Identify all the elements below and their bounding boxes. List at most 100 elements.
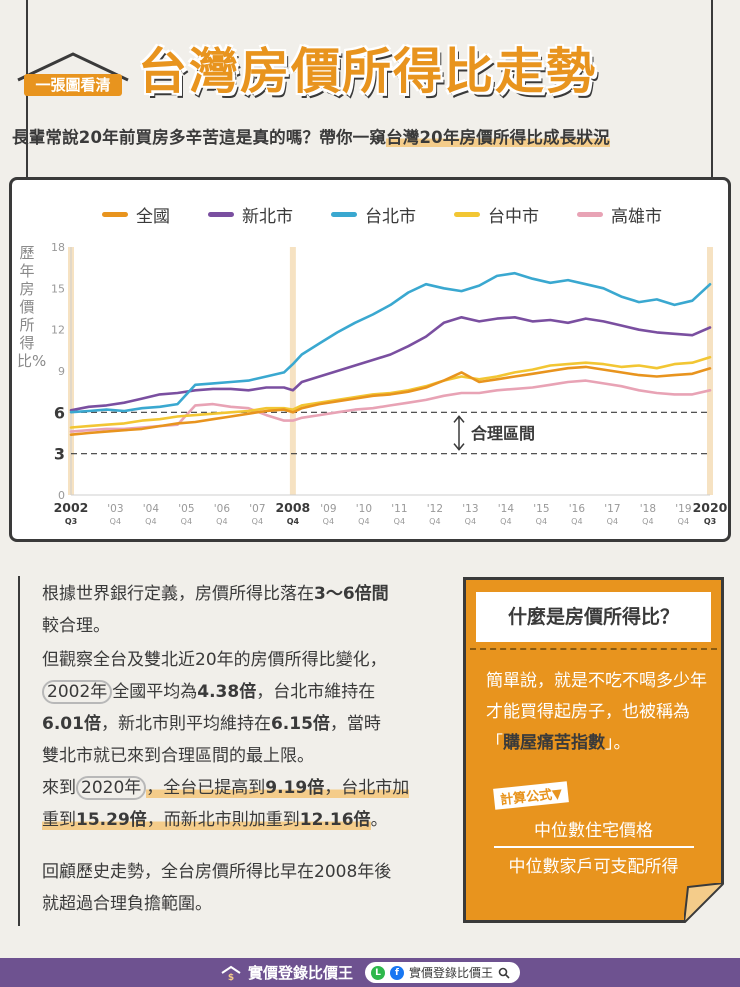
p3-c: 重到 — [42, 810, 76, 830]
y-tick-12: 12 — [51, 324, 65, 337]
footer-brand[interactable]: $ 實價登錄比價王 — [220, 962, 353, 983]
legend-item-3: 台中市 — [454, 202, 539, 227]
footer-bar: $ 實價登錄比價王 L f 實價登錄比價王 — [0, 958, 740, 987]
house-badge: 一張圖看清 — [14, 50, 132, 102]
x-tick-label-18: 2020 — [693, 500, 728, 515]
search-icon — [498, 967, 510, 979]
p3-value-taipei: 15.29倍 — [76, 810, 147, 830]
subtitle-prefix: 長輩常說20年前買房多辛苦這是真的嗎？帶你一窺 — [12, 128, 387, 147]
formula-denominator: 中位數家戶可支配所得 — [508, 857, 679, 877]
x-tick-quarter-2: Q4 — [145, 517, 156, 526]
svg-text:$: $ — [228, 973, 234, 981]
y-tick-6: 6 — [54, 403, 65, 422]
series-line-2 — [69, 271, 712, 414]
x-tick-quarter-14: Q4 — [571, 517, 582, 526]
y-tick-18: 18 — [51, 241, 65, 254]
x-tick-label-16: '18 — [640, 503, 656, 515]
definition-text-a: 簡單說，就是不吃不喝多少年才能買得起房子，也被稱為「 — [486, 671, 707, 753]
legend-item-1: 新北市 — [208, 202, 293, 227]
x-tick-label-11: '13 — [462, 503, 478, 515]
x-tick-label-17: '19 — [675, 503, 691, 515]
x-tick-quarter-9: Q4 — [394, 517, 405, 526]
series-line-1 — [69, 316, 712, 412]
line-chart: 0 3 6 9 12 15 18 2002 Q3 '03 Q4 '04 Q4 '05 Q4 '06 Q4 '07 Q… — [51, 241, 728, 526]
p2-line4: 雙北市就已來到合理區間的最上限。 — [42, 746, 314, 766]
legend-item-0: 全國 — [102, 202, 170, 227]
legend-label-4: 高雄市 — [611, 207, 662, 227]
formula-fraction-line — [494, 846, 694, 848]
legend-label-0: 全國 — [136, 207, 170, 227]
x-tick-quarter-15: Q4 — [607, 517, 618, 526]
legend-swatch-4 — [577, 212, 603, 217]
x-tick-quarter-11: Q4 — [465, 517, 476, 526]
facebook-icon: f — [390, 965, 404, 980]
x-tick-label-9: '11 — [391, 503, 407, 515]
paragraph-definition: 根據世界銀行定義，房價所得比落在3～6倍間 較合理。 — [42, 578, 462, 642]
subtitle-highlight: 台灣20年房價所得比成長狀況 — [386, 128, 610, 147]
page-fold-icon — [684, 883, 724, 923]
highlight-band-2 — [707, 247, 713, 495]
p2-value-taipei: 6.01倍 — [42, 714, 101, 734]
p2-value-national: 4.38倍 — [197, 682, 257, 702]
definition-title: 什麼是房價所得比？ — [476, 592, 711, 642]
p3-d: ，而新北市則加重到 — [146, 810, 300, 830]
dashed-divider — [470, 648, 717, 650]
x-tick-label-12: '14 — [498, 503, 515, 515]
formula-numerator: 中位數住宅價格 — [534, 821, 653, 841]
p3-pre: 來到 — [42, 778, 76, 798]
p3-value-national: 9.19倍 — [265, 778, 325, 798]
x-tick-quarter-10: Q4 — [429, 517, 440, 526]
annotation-arrow-bottom — [453, 443, 465, 451]
x-tick-label-7: '09 — [320, 503, 336, 515]
x-tick-label-14: '16 — [569, 503, 586, 515]
chart-card: 全國 新北市 台北市 台中市 高雄市 歷年房價所得比% 0 3 6 9 12 15 18 2002 Q3… — [9, 177, 731, 542]
p2-c: ，新北市則平均維持在 — [100, 714, 271, 734]
p4-line1: 回顧歷史走勢，全台房價所得比早在2008年後 — [42, 862, 392, 882]
definition-box: 什麼是房價所得比？ 簡單說，就是不吃不喝多少年才能買得起房子，也被稱為「購屋痛苦… — [463, 577, 724, 923]
x-tick-quarter-1: Q4 — [110, 517, 121, 526]
explanation-text: 根據世界銀行定義，房價所得比落在3～6倍間 較合理。 但觀察全台及雙北近20年的… — [18, 576, 448, 926]
p3-underline-1: ，全台已提高到9.19倍，台北市加 — [146, 778, 410, 798]
paragraph-2002: 但觀察全台及雙北近20年的房價所得比變化， 2002年 全國平均為4.38倍，台北… — [42, 644, 462, 772]
line-icon: L — [371, 965, 385, 980]
x-tick-quarter-7: Q4 — [323, 517, 334, 526]
p2-year: 2002年 — [42, 680, 113, 704]
legend-label-2: 台北市 — [365, 207, 416, 227]
p3-value-newtaipei: 12.16倍 — [299, 810, 371, 830]
y-tick-0: 0 — [58, 489, 65, 502]
y-tick-9: 9 — [58, 365, 65, 378]
p2-a: 全國平均為 — [112, 682, 198, 702]
house-roof-icon — [17, 52, 129, 82]
x-tick-quarter-6: Q4 — [287, 517, 300, 526]
footer-brand-label: 實價登錄比價王 — [247, 964, 353, 982]
social-link[interactable]: L f 實價登錄比價王 — [365, 962, 521, 983]
p2-d: ，當時 — [329, 714, 381, 734]
x-tick-label-15: '17 — [604, 503, 620, 515]
p1-range: 3～6倍間 — [314, 584, 389, 604]
p1-end: 較合理。 — [42, 616, 110, 636]
p1-text: 根據世界銀行定義，房價所得比落在 — [42, 584, 314, 604]
series-line-4 — [69, 379, 712, 433]
x-tick-quarter-5: Q4 — [252, 517, 263, 526]
legend-swatch-1 — [208, 212, 234, 217]
house-logo-icon: $ — [221, 965, 241, 981]
formula-tag: 計算公式▼ — [493, 781, 569, 810]
p3-b: ，台北市加 — [324, 778, 410, 798]
x-tick-quarter-12: Q4 — [500, 517, 511, 526]
legend-swatch-3 — [454, 212, 480, 217]
x-tick-label-10: '12 — [427, 503, 443, 515]
y-tick-15: 15 — [51, 282, 65, 295]
legend-item-2: 台北市 — [331, 202, 416, 227]
legend-swatch-0 — [102, 212, 128, 217]
p2-line1: 但觀察全台及雙北近20年的房價所得比變化， — [42, 650, 387, 670]
x-tick-label-8: '10 — [356, 503, 372, 515]
legend-label-3: 台中市 — [488, 207, 539, 227]
x-tick-label-4: '06 — [214, 503, 231, 515]
social-label: 實價登錄比價王 — [409, 966, 494, 980]
x-tick-label-13: '15 — [533, 503, 549, 515]
x-tick-label-1: '03 — [107, 503, 123, 515]
annotation-label: 合理區間 — [471, 424, 535, 443]
paragraph-history: 回顧歷史走勢，全台房價所得比早在2008年後 就超過合理負擔範圍。 — [42, 856, 462, 920]
series-line-3 — [69, 355, 712, 429]
badge-label: 一張圖看清 — [24, 74, 122, 96]
